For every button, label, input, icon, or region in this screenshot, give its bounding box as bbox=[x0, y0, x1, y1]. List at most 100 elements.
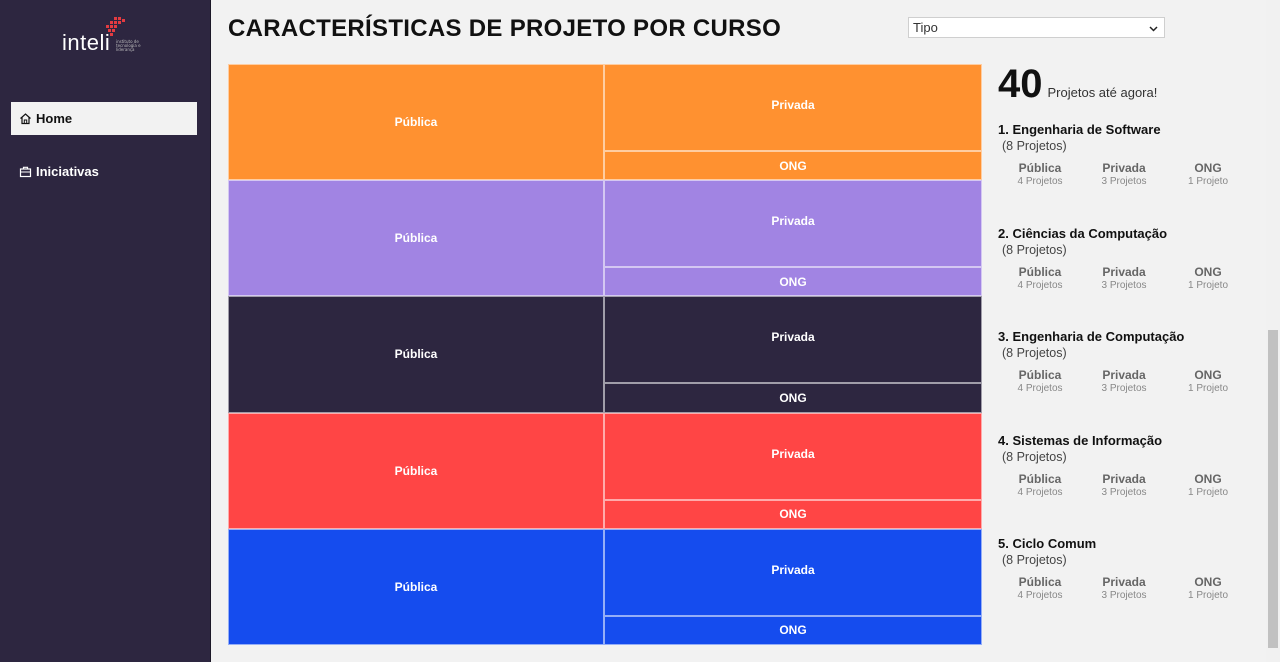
course-type-count: 4 Projetos bbox=[1017, 279, 1063, 291]
course-type: Privada 3 Projetos bbox=[1082, 161, 1166, 187]
course-type: ONG 1 Projeto bbox=[1166, 368, 1250, 394]
summary-panel: 40 Projetos até agora! 1. Engenharia de … bbox=[998, 62, 1258, 601]
course-count: (8 Projetos) bbox=[1002, 449, 1067, 464]
course-type: Pública 4 Projetos bbox=[998, 161, 1082, 187]
total-row: 40 Projetos até agora! bbox=[998, 62, 1258, 106]
course-type: Privada 3 Projetos bbox=[1082, 575, 1166, 601]
treemap-cell-publica[interactable]: Pública bbox=[228, 64, 604, 181]
course-type: Privada 3 Projetos bbox=[1082, 472, 1166, 498]
course-type-count: 3 Projetos bbox=[1101, 590, 1147, 601]
course-type-count: 1 Projeto bbox=[1187, 176, 1229, 187]
treemap-cell-privada[interactable]: Privada bbox=[604, 528, 982, 616]
course-item: 1. Engenharia de Software (8 Projetos) Púb… bbox=[998, 122, 1258, 187]
logo-mark-icon bbox=[106, 17, 125, 36]
course-item: 5. Ciclo Comum (8 Projetos) Pública 4 Proje… bbox=[998, 536, 1258, 601]
course-type-name: ONG bbox=[1194, 161, 1222, 175]
course-type: ONG 1 Projeto bbox=[1166, 472, 1250, 498]
course-count: (8 Projetos) bbox=[1002, 553, 1067, 567]
course-type-name: Privada bbox=[1102, 264, 1146, 279]
treemap-cell-privada[interactable]: Privada bbox=[604, 64, 982, 151]
course-type-name: Privada bbox=[1102, 471, 1146, 486]
course-type: ONG 1 Projeto bbox=[1166, 575, 1250, 601]
course-type-breakdown: Pública 4 Projetos Privada 3 Projetos ONG 1 P… bbox=[998, 472, 1258, 498]
course-name: 4. Sistemas de Informação bbox=[998, 432, 1163, 448]
course-type-count: 4 Projetos bbox=[1017, 590, 1063, 601]
treemap-cell-ong[interactable]: ONG bbox=[604, 499, 982, 529]
course-type-count: 4 Projetos bbox=[1017, 176, 1063, 187]
course-type-count: 1 Projeto bbox=[1187, 486, 1229, 498]
logo-text: inteli bbox=[62, 30, 111, 55]
course-type: Privada 3 Projetos bbox=[1082, 265, 1166, 291]
course-type-count: 4 Projetos bbox=[1017, 383, 1063, 394]
treemap-cell-privada[interactable]: Privada bbox=[604, 412, 982, 500]
treemap-cell-ong[interactable]: ONG bbox=[604, 383, 982, 413]
course-type: Pública 4 Projetos bbox=[998, 575, 1082, 601]
course-type-name: Privada bbox=[1102, 368, 1146, 382]
course-item: 4. Sistemas de Informação (8 Projetos) Púb… bbox=[998, 433, 1258, 498]
course-item: 3. Engenharia de Computação (8 Projetos) P… bbox=[998, 329, 1258, 394]
sidebar: inteli instituto de tecnologia e lideran… bbox=[0, 0, 211, 662]
course-count: (8 Projetos) bbox=[1002, 346, 1067, 360]
course-type-breakdown: Pública 4 Projetos Privada 3 Projetos ONG 1 P… bbox=[998, 368, 1258, 394]
course-type-count: 3 Projetos bbox=[1101, 279, 1147, 291]
course-item: 2. Ciências da Computação (8 Projetos) Púb… bbox=[998, 226, 1258, 291]
type-select[interactable]: Tipo bbox=[908, 17, 1165, 38]
treemap-cell-ong[interactable]: ONG bbox=[604, 615, 982, 645]
course-type: Pública 4 Projetos bbox=[998, 472, 1082, 498]
course-type-breakdown: Pública 4 Projetos Privada 3 Projetos ONG 1 P… bbox=[998, 265, 1258, 291]
sidebar-item-iniciativas[interactable]: Iniciativas bbox=[11, 155, 197, 188]
chevron-down-icon bbox=[1149, 20, 1158, 35]
page-scrollbar[interactable] bbox=[1266, 0, 1280, 662]
course-count: (8 Projetos) bbox=[1002, 139, 1067, 153]
treemap-cell-publica[interactable]: Pública bbox=[228, 180, 604, 297]
course-count: (8 Projetos) bbox=[1002, 242, 1067, 257]
course-type: Pública 4 Projetos bbox=[998, 265, 1082, 291]
course-type-name: Privada bbox=[1102, 161, 1146, 175]
course-type-name: Pública bbox=[1018, 471, 1062, 486]
course-type-name: ONG bbox=[1194, 264, 1222, 279]
course-type-count: 4 Projetos bbox=[1017, 486, 1063, 498]
treemap-cell-publica[interactable]: Pública bbox=[228, 528, 604, 645]
page-title: CARACTERÍSTICAS DE PROJETO POR CURSO bbox=[228, 15, 782, 42]
course-name: 1. Engenharia de Software bbox=[998, 122, 1161, 137]
course-type-count: 3 Projetos bbox=[1101, 383, 1147, 394]
sidebar-item-label: Home bbox=[36, 111, 73, 126]
logo-tagline: instituto de tecnologia e liderança bbox=[116, 39, 141, 52]
sidebar-item-label: Iniciativas bbox=[36, 164, 99, 179]
course-type-name: Pública bbox=[1018, 264, 1062, 279]
course-name: 5. Ciclo Comum bbox=[998, 536, 1097, 551]
course-type-name: Pública bbox=[1018, 161, 1062, 175]
course-name: 3. Engenharia de Computação bbox=[998, 329, 1185, 344]
course-type-name: Pública bbox=[1018, 575, 1062, 589]
treemap-cell-ong[interactable]: ONG bbox=[604, 151, 982, 181]
course-type-breakdown: Pública 4 Projetos Privada 3 Projetos ONG 1 P… bbox=[998, 161, 1258, 187]
treemap-chart: Pública Privada ONG Pública Privada ONG Públic… bbox=[228, 64, 982, 645]
course-type-name: Pública bbox=[1018, 368, 1062, 382]
course-type-count: 1 Projeto bbox=[1187, 279, 1229, 291]
briefcase-icon bbox=[19, 165, 32, 178]
course-type-name: Privada bbox=[1102, 575, 1146, 589]
scrollbar-thumb[interactable] bbox=[1268, 330, 1278, 648]
treemap-cell-ong[interactable]: ONG bbox=[604, 267, 982, 297]
course-type-breakdown: Pública 4 Projetos Privada 3 Projetos ONG 1 P… bbox=[998, 575, 1258, 601]
home-icon bbox=[19, 112, 32, 125]
course-type: ONG 1 Projeto bbox=[1166, 265, 1250, 291]
treemap-cell-privada[interactable]: Privada bbox=[604, 296, 982, 384]
course-type-count: 3 Projetos bbox=[1101, 486, 1147, 498]
course-type-count: 3 Projetos bbox=[1101, 176, 1147, 187]
course-type-count: 1 Projeto bbox=[1187, 590, 1229, 601]
course-type: Privada 3 Projetos bbox=[1082, 368, 1166, 394]
course-name: 2. Ciências da Computação bbox=[998, 225, 1168, 241]
total-label: Projetos até agora! bbox=[1047, 85, 1158, 100]
course-type-name: ONG bbox=[1194, 575, 1222, 589]
type-select-value: Tipo bbox=[913, 20, 938, 35]
treemap-cell-publica[interactable]: Pública bbox=[228, 412, 604, 529]
treemap-cell-privada[interactable]: Privada bbox=[604, 180, 982, 268]
treemap-cell-publica[interactable]: Pública bbox=[228, 296, 604, 413]
sidebar-item-home[interactable]: Home bbox=[11, 102, 197, 135]
course-type: ONG 1 Projeto bbox=[1166, 161, 1250, 187]
course-type-count: 1 Projeto bbox=[1187, 383, 1229, 394]
course-type-name: ONG bbox=[1194, 368, 1222, 382]
inteli-logo[interactable]: inteli instituto de tecnologia e lideran… bbox=[62, 16, 152, 56]
course-type: Pública 4 Projetos bbox=[998, 368, 1082, 394]
